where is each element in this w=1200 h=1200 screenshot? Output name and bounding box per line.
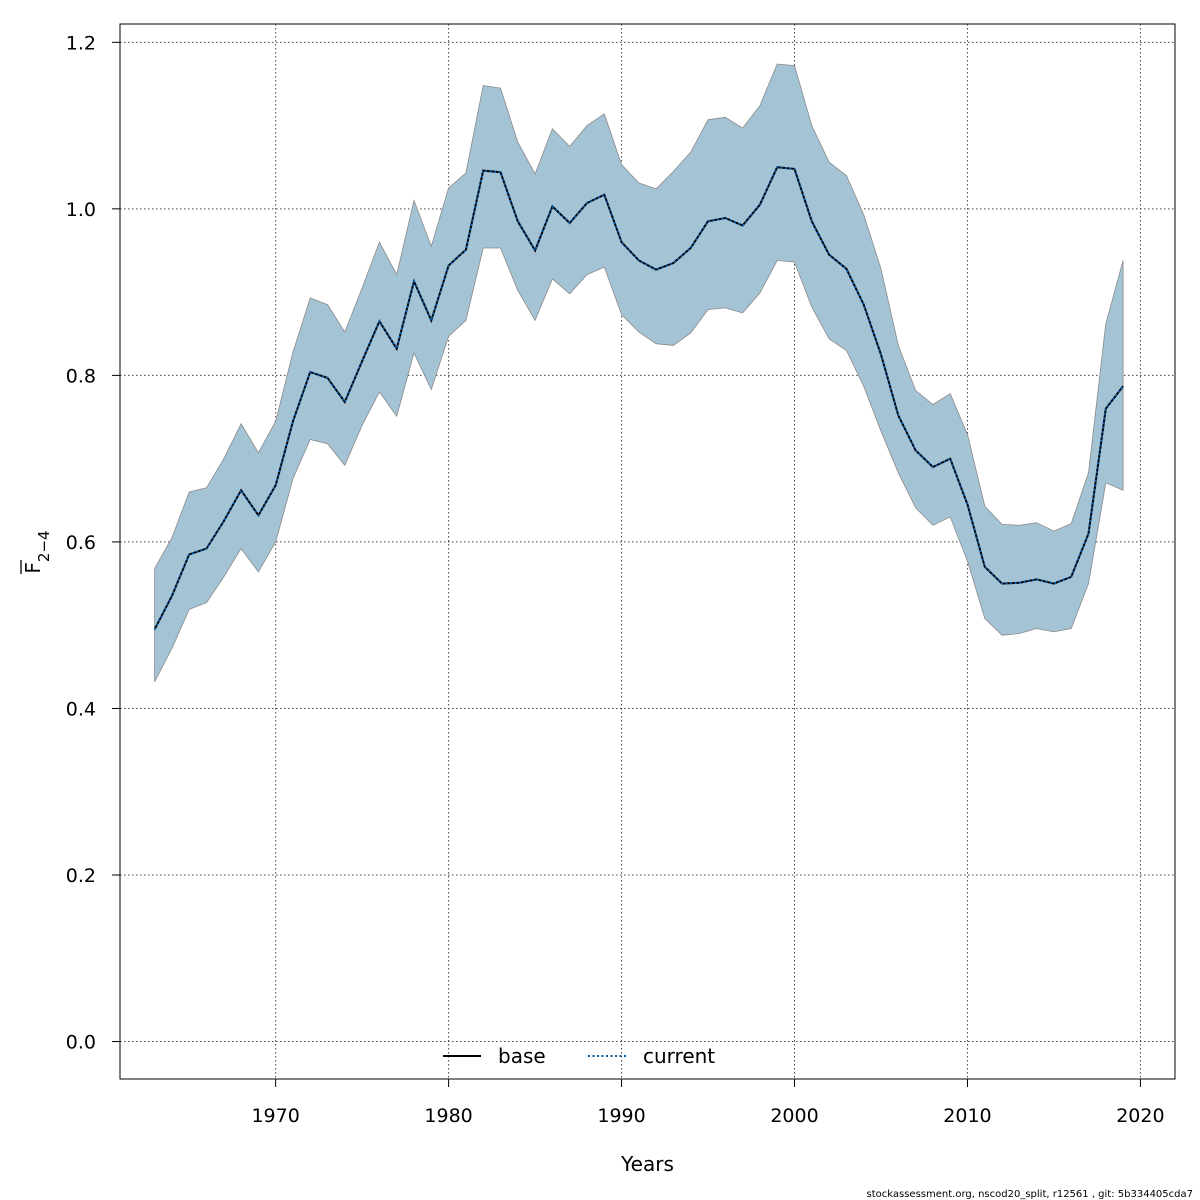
plot-frame	[119, 23, 1176, 1080]
y-axis: 0.0 0.2 0.4 0.6 0.8 1.0 1.2	[66, 32, 120, 1054]
y-tick-label: 0.4	[66, 698, 96, 720]
y-tick-label: 0.0	[66, 1032, 96, 1054]
legend-label-base: base	[498, 1044, 546, 1068]
x-tick-label: 1970	[251, 1105, 299, 1127]
svg-text:F2−4: F2−4	[21, 530, 53, 573]
x-tick-label: 1990	[597, 1105, 645, 1127]
legend-label-current: current	[643, 1044, 715, 1068]
x-tick-label: 2010	[943, 1105, 991, 1127]
y-tick-label: 0.6	[66, 532, 96, 554]
y-tick-label: 1.0	[66, 199, 96, 221]
series-line-current	[153, 166, 1124, 630]
x-axis: 1970 1980 1990 2000 2010 2020	[251, 1079, 1165, 1127]
y-axis-label-main: F	[21, 562, 45, 574]
footer-note: stockassessment.org, nscod20_split, r125…	[867, 1189, 1193, 1200]
y-tick-label: 0.8	[66, 365, 96, 387]
x-tick-label: 2020	[1116, 1105, 1164, 1127]
x-tick-label: 2000	[770, 1105, 818, 1127]
y-axis-label-sub: 2−4	[35, 530, 53, 562]
y-tick-label: 1.2	[66, 32, 96, 54]
y-tick-label: 0.2	[66, 865, 96, 887]
confidence-band	[154, 63, 1124, 682]
legend: base current	[443, 1044, 715, 1068]
x-axis-label: Years	[620, 1152, 674, 1176]
y-axis-label: F2−4	[20, 530, 53, 574]
x-tick-label: 1980	[424, 1105, 472, 1127]
